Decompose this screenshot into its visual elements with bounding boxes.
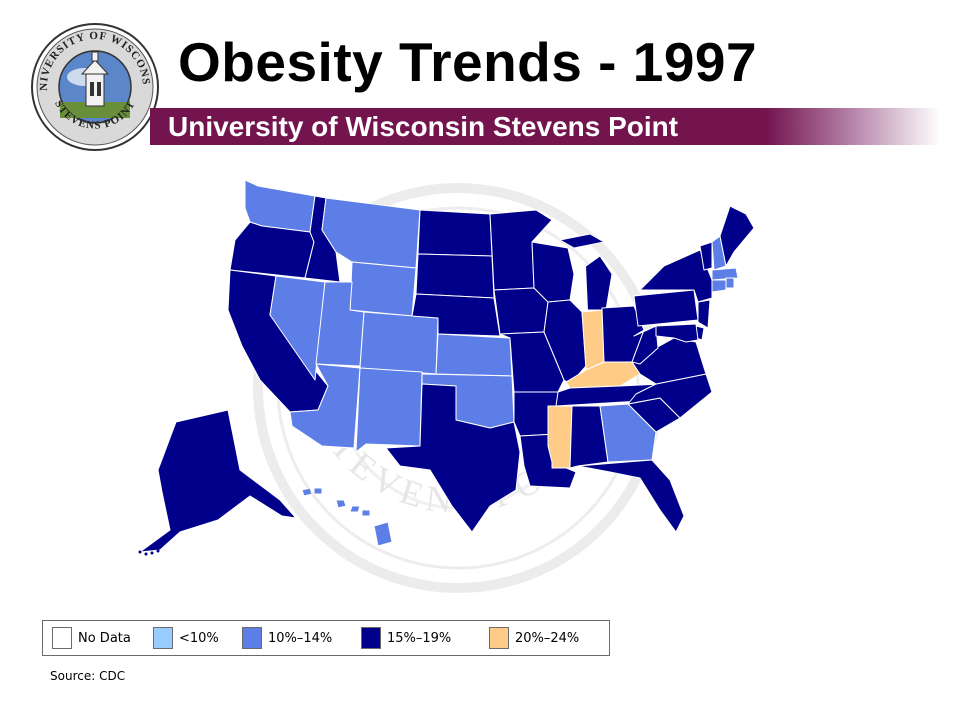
state-hawaii bbox=[301, 487, 393, 547]
legend-swatch-no-data bbox=[52, 627, 72, 649]
aleutian-island-0 bbox=[138, 550, 142, 554]
header-band bbox=[150, 108, 940, 145]
legend-label-lt10: <10% bbox=[179, 630, 219, 646]
map-legend: No Data <10% 10%–14% 15%–19% 20%–24% bbox=[42, 620, 610, 656]
state-arizona bbox=[289, 363, 361, 449]
state-mississippi bbox=[547, 405, 573, 469]
state-iowa bbox=[493, 287, 549, 335]
us-obesity-map bbox=[138, 179, 755, 556]
legend-label-10-14: 10%–14% bbox=[268, 630, 333, 646]
state-connecticut bbox=[711, 279, 727, 293]
legend-item-10-14: 10%–14% bbox=[242, 627, 332, 649]
aleutian-island-2 bbox=[150, 551, 154, 555]
legend-item-no-data: No Data bbox=[52, 627, 131, 649]
state-new-jersey bbox=[697, 299, 711, 329]
state-alabama bbox=[569, 405, 609, 469]
state-north-dakota bbox=[417, 209, 493, 257]
state-texas bbox=[385, 383, 521, 533]
legend-label-no-data: No Data bbox=[78, 630, 131, 646]
legend-swatch-15-19 bbox=[361, 627, 381, 649]
aleutian-island-1 bbox=[144, 552, 148, 556]
state-virginia bbox=[631, 337, 707, 385]
state-nevada bbox=[269, 275, 326, 381]
state-rhode-island bbox=[725, 277, 735, 289]
state-wisconsin bbox=[531, 241, 575, 303]
legend-swatch-lt10 bbox=[153, 627, 173, 649]
state-maine bbox=[719, 205, 755, 267]
legend-item-lt10: <10% bbox=[153, 627, 219, 649]
page-subtitle: University of Wisconsin Stevens Point bbox=[168, 111, 679, 142]
state-indiana bbox=[581, 309, 605, 371]
legend-item-20-24: 20%–24% bbox=[489, 627, 579, 649]
university-seal-logo: UNIVERSITY OF WISCONSIN STEVENS POINT bbox=[30, 22, 159, 151]
state-south-dakota bbox=[415, 253, 495, 299]
state-florida bbox=[577, 459, 685, 533]
state-pennsylvania bbox=[633, 289, 699, 327]
state-alaska bbox=[139, 409, 297, 553]
state-new-mexico bbox=[355, 367, 423, 453]
state-north-carolina bbox=[627, 373, 713, 419]
state-wyoming bbox=[349, 261, 417, 317]
state-maryland bbox=[655, 323, 699, 343]
source-note: Source: CDC bbox=[50, 669, 126, 683]
state-vermont bbox=[699, 241, 713, 271]
state-kansas bbox=[435, 333, 513, 377]
legend-label-20-24: 20%–24% bbox=[515, 630, 580, 646]
page-title: Obesity Trends - 1997 bbox=[178, 31, 758, 93]
state-massachusetts bbox=[711, 267, 739, 281]
legend-label-15-19: 15%–19% bbox=[387, 630, 452, 646]
legend-item-15-19: 15%–19% bbox=[361, 627, 451, 649]
state-colorado bbox=[359, 311, 439, 375]
legend-swatch-20-24 bbox=[489, 627, 509, 649]
aleutian-island-3 bbox=[156, 549, 160, 553]
legend-swatch-10-14 bbox=[242, 627, 262, 649]
